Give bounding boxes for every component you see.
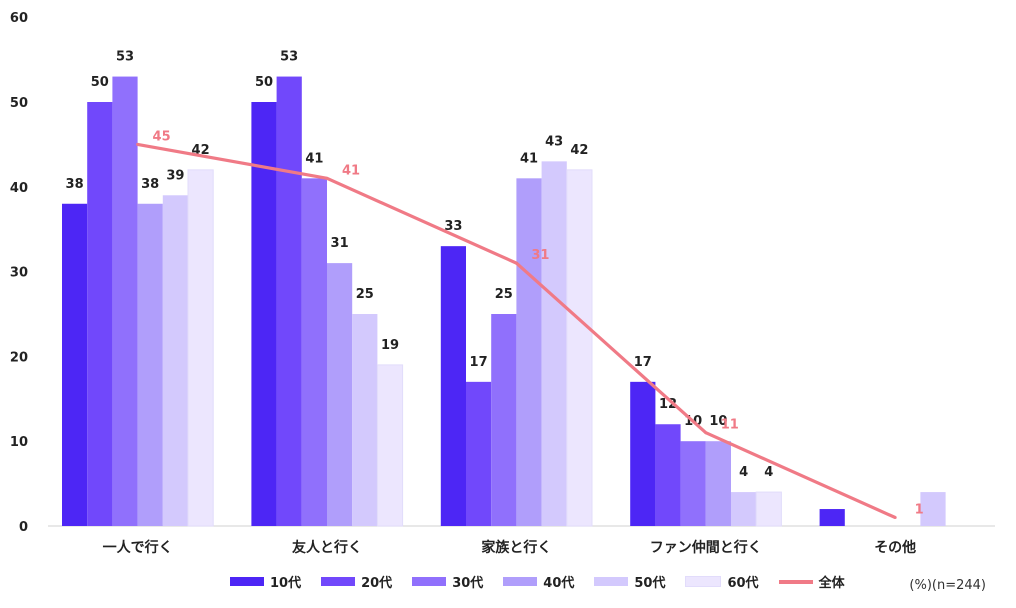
y-tick-label: 30 [10,266,28,281]
bar-4-1 [137,203,163,526]
bar-data-label: 50 [91,75,109,90]
bar-3-4 [680,441,706,526]
legend-swatch [685,576,722,587]
bar-3-3 [491,314,517,526]
bar-data-label: 53 [280,50,298,65]
legend-item: 50代 [594,572,665,591]
bar-5-3 [541,161,567,527]
bar-1-4 [630,381,656,526]
legend-label: 全体 [818,576,845,591]
legend-label: 50代 [634,576,666,591]
bar-data-label: 41 [520,151,538,166]
category-label: 家族と行く [481,539,551,556]
legend-swatch [321,577,356,586]
bar-data-label: 19 [381,338,399,353]
legend-item: 40代 [503,572,574,591]
bar-data-label: 41 [305,151,323,166]
bar-2-4 [655,424,681,526]
category-label: 友人と行く [292,539,362,556]
bar-data-label: 50 [255,75,273,90]
y-tick-label: 10 [10,435,28,450]
chart: 0102030405060385033175053171253412510383… [10,11,995,556]
bar-1-2 [251,102,277,526]
bar-2-2 [276,76,302,526]
category-label: その他 [874,539,916,556]
legend-items: 10代 20代 30代 40代 50代 60代 全体 [230,572,865,591]
bar-5-1 [162,195,188,526]
total-data-label: 45 [153,129,171,144]
sample-note: (%)(n=244) [909,578,986,593]
bar-data-label: 38 [66,177,84,192]
legend-swatch [230,577,264,586]
bar-4-2 [327,263,353,526]
legend-item: 30代 [412,572,483,591]
bar-5-5 [920,492,946,526]
bar-data-label: 53 [116,50,134,65]
bar-6-1 [187,169,214,527]
bar-4-3 [516,178,542,526]
bar-data-label: 25 [495,287,513,302]
bar-data-label: 10 [709,414,727,429]
y-tick-label: 50 [10,96,28,111]
bar-4-4 [705,441,731,526]
bar-6-2 [376,364,404,527]
bar-data-label: 33 [444,219,462,234]
legend-swatch [412,577,447,586]
bar-1-5 [819,509,845,526]
bar-5-2 [352,314,378,526]
bar-data-label: 4 [764,465,773,480]
category-label: 一人で行く [103,539,173,556]
legend-item-total: 全体 [778,572,845,591]
bar-data-label: 4 [739,465,748,480]
legend-label: 40代 [543,576,575,591]
bar-data-label: 17 [634,355,652,370]
legend-item: 10代 [230,572,301,591]
bar-data-label: 25 [356,287,374,302]
bar-3-1 [112,76,138,526]
bar-data-label: 43 [545,134,563,149]
bar-2-1 [87,102,113,526]
legend-label: 20代 [361,576,393,591]
bar-6-3 [566,169,593,527]
bar-2-3 [466,381,492,526]
legend-item: 20代 [321,572,392,591]
total-point [514,261,518,265]
legend-line-swatch [778,579,813,584]
total-point [893,516,897,520]
bar-data-label: 17 [470,355,488,370]
y-tick-label: 0 [19,520,28,535]
legend-label: 30代 [452,576,484,591]
category-label: ファン仲間と行く [650,539,762,556]
bar-data-label: 38 [141,177,159,192]
total-data-label: 41 [342,163,360,178]
bar-1-1 [62,203,88,526]
total-data-label: 31 [531,248,549,263]
y-tick-label: 40 [10,181,28,196]
legend-label: 60代 [727,576,759,591]
bar-5-4 [731,492,757,526]
y-tick-label: 20 [10,350,28,365]
bar-data-label: 42 [570,143,588,158]
total-data-label: 1 [915,503,924,518]
bar-data-label: 39 [166,168,184,183]
bar-3-2 [301,178,327,526]
legend: 10代 20代 30代 40代 50代 60代 全体 [0,572,1016,596]
legend-item: 60代 [685,572,759,591]
total-point [325,176,329,180]
bar-6-4 [755,491,782,527]
bar-1-3 [440,246,466,526]
y-tick-label: 60 [10,11,28,26]
total-point [136,142,140,146]
total-data-label: 11 [721,418,739,433]
legend-swatch [503,577,538,586]
legend-swatch [594,577,629,586]
bar-data-label: 31 [331,236,349,251]
legend-label: 10代 [270,576,302,591]
total-point [704,431,708,435]
